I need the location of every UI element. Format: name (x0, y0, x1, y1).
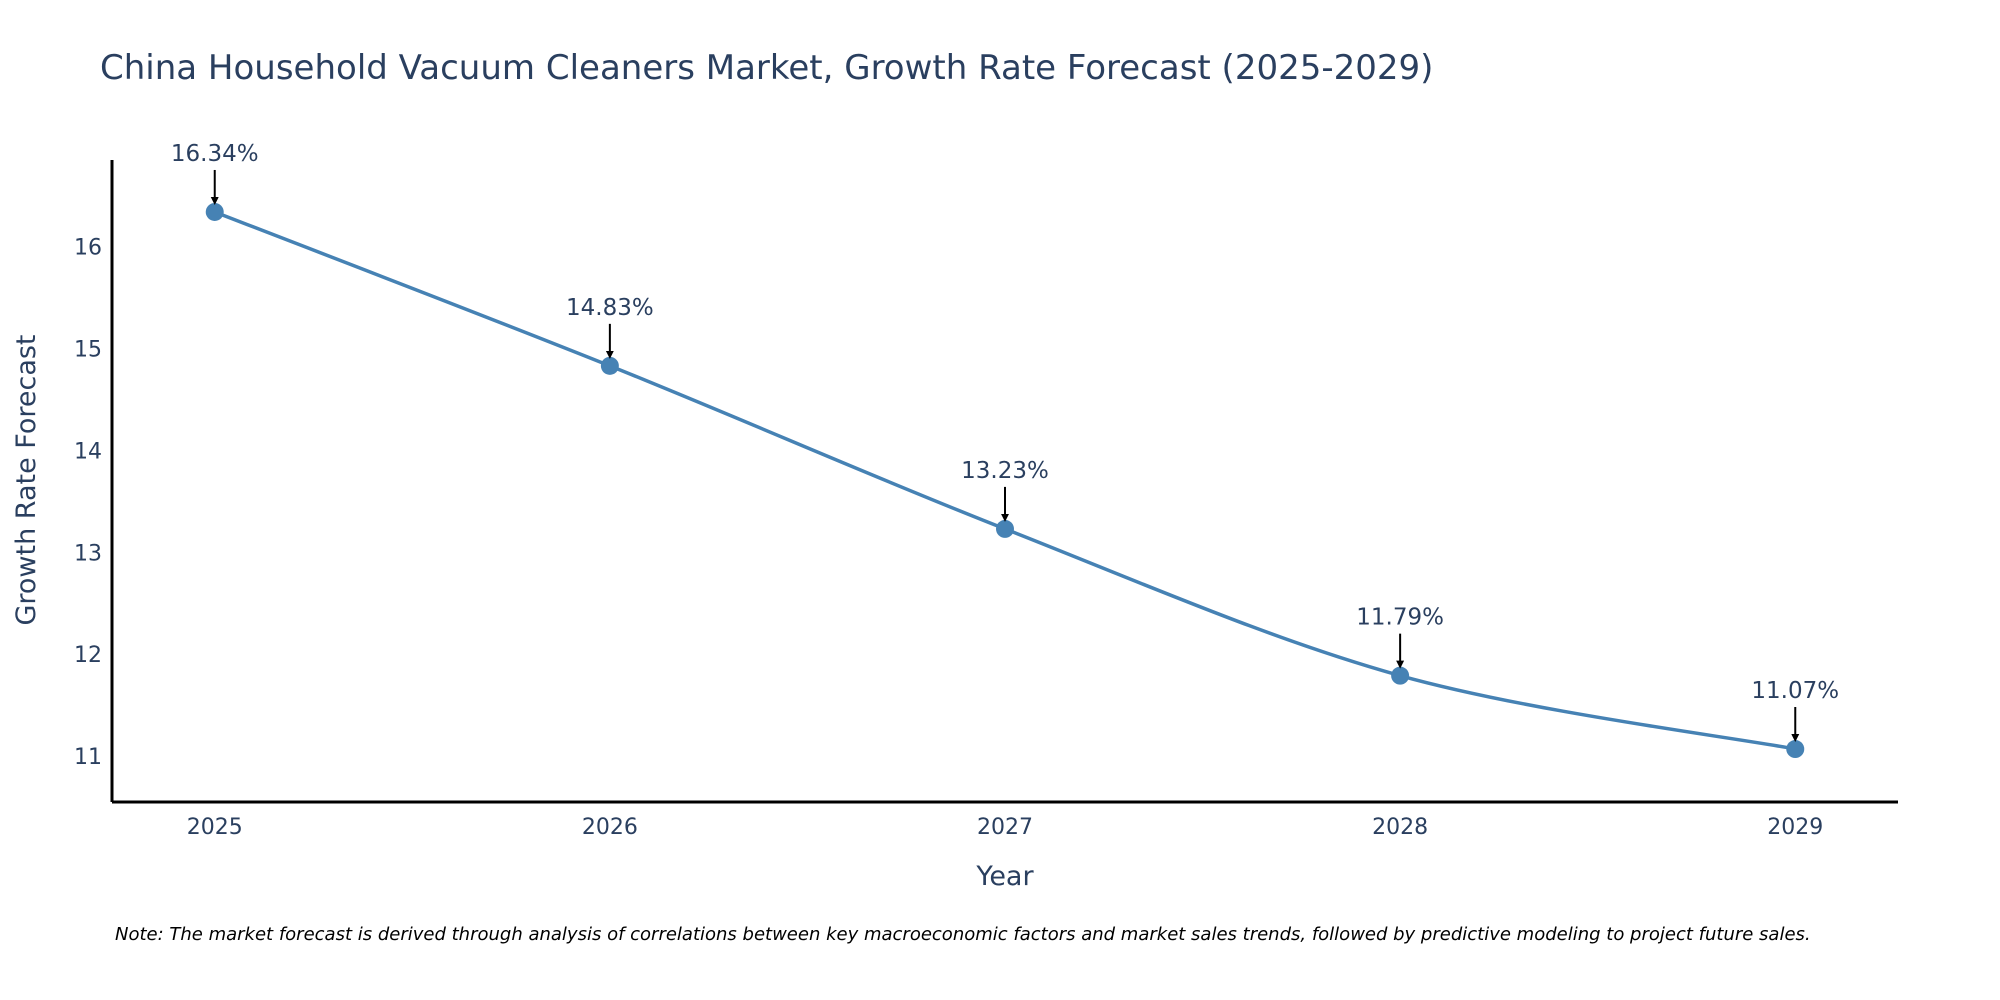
x-axis-ticks: 2025 2026 2027 2028 2029 (187, 815, 1824, 840)
x-tick-label: 2026 (582, 815, 638, 840)
plot-area: 11 12 13 14 15 16 2025 2026 2027 2028 2029 16.34%… (74, 141, 1839, 840)
data-point[interactable] (1786, 740, 1805, 759)
data-label: 11.07% (1751, 678, 1839, 704)
y-tick-label: 14 (74, 439, 102, 464)
data-label: 16.34% (171, 141, 259, 167)
y-tick-label: 15 (74, 338, 102, 363)
x-axis-title: Year (975, 861, 1034, 892)
chart-title: China Household Vacuum Cleaners Market, … (100, 48, 1433, 88)
y-axis-title: Growth Rate Forecast (11, 334, 42, 625)
data-point[interactable] (600, 356, 619, 375)
data-label: 14.83% (566, 295, 654, 321)
y-tick-label: 16 (74, 236, 102, 261)
data-point[interactable] (1391, 666, 1410, 685)
x-tick-label: 2027 (977, 815, 1033, 840)
x-tick-label: 2025 (187, 815, 243, 840)
y-tick-label: 12 (74, 643, 102, 668)
annotation-layer: 16.34% 14.83% 13.23% 11.79% 11.07% (171, 141, 1839, 743)
footnote: Note: The market forecast is derived thr… (115, 924, 1811, 945)
y-tick-label: 11 (74, 745, 102, 770)
data-point[interactable] (996, 519, 1014, 538)
x-tick-label: 2028 (1372, 815, 1428, 840)
y-tick-label: 13 (74, 541, 102, 566)
data-label: 11.79% (1356, 605, 1444, 631)
data-label: 13.23% (961, 458, 1049, 484)
y-axis-ticks: 11 12 13 14 15 16 (74, 236, 102, 771)
data-point[interactable] (205, 202, 224, 221)
x-tick-label: 2029 (1767, 815, 1823, 840)
series-layer (205, 202, 1805, 759)
